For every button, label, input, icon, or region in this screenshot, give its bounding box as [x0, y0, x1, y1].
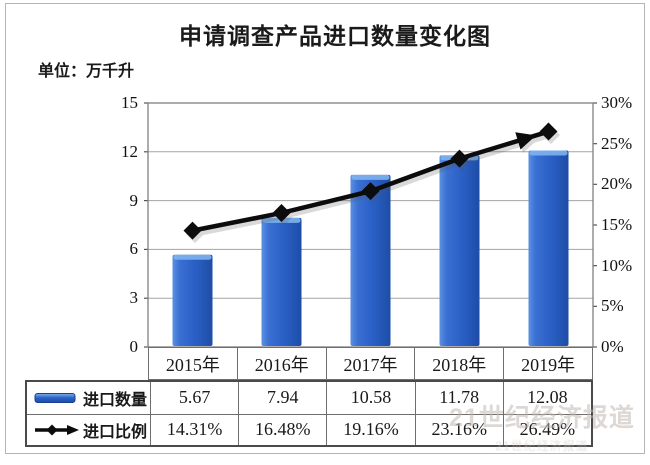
legend-label-ratio: 进口比例	[83, 423, 148, 441]
table-value: 23.16%	[414, 413, 503, 445]
legend-import-quantity: 进口数量	[27, 382, 150, 414]
table-value: 16.48%	[238, 413, 327, 445]
table-value: 11.78	[414, 382, 503, 414]
y-axis-tick-left: 3	[129, 288, 139, 308]
table-value: 10.58	[326, 382, 414, 414]
data-table: 进口数量 进口比例 5.67 7.94 10.58 11.78 12.08 14.31% 1…	[25, 380, 593, 447]
x-axis-label: 2016年	[236, 348, 326, 379]
table-value: 12.08	[502, 382, 591, 414]
bar-2019年	[528, 150, 569, 346]
x-axis-label: 2015年	[165, 354, 220, 375]
line-series	[183, 122, 560, 244]
y-axis-tick-left: 0	[129, 337, 139, 356]
y-axis-tick-right: 30%	[601, 93, 633, 112]
bar-2018年	[439, 155, 480, 346]
table-value: 14.31%	[150, 413, 239, 445]
y-axis-tick-right: 20%	[601, 174, 633, 194]
bar-2015年	[172, 254, 213, 346]
table-value: 26.49%	[502, 413, 591, 445]
table-value: 7.94	[238, 382, 326, 414]
table-value: 5.67	[150, 382, 238, 414]
y-axis-tick-right: 5%	[601, 296, 624, 316]
y-axis-tick-right: 10%	[601, 255, 633, 275]
category-header-row: 2015年 2016年 2017年 2018年 2019年	[148, 347, 593, 380]
legend-import-ratio: 进口比例	[27, 413, 150, 446]
x-axis-label: 2019年	[503, 348, 592, 379]
y-axis-tick-right: 0%	[601, 337, 624, 356]
x-axis-label: 2017年	[325, 348, 415, 379]
unit-label: 单位：万千升	[38, 63, 135, 80]
bar-2016年	[261, 217, 302, 346]
bar-2017年	[350, 174, 391, 346]
y-axis-tick-left: 12	[121, 141, 138, 161]
y-axis-tick-left: 9	[129, 190, 139, 210]
bar-series-icon	[34, 392, 76, 403]
y-axis-tick-left: 15	[121, 93, 138, 112]
legend-label-quantity: 进口数量	[83, 391, 148, 409]
line-series-icon	[35, 424, 79, 436]
bar-series	[172, 150, 569, 346]
x-axis-label: 2018年	[414, 348, 503, 379]
y-axis-tick-right: 25%	[601, 133, 633, 153]
y-axis-tick-right: 15%	[601, 215, 633, 234]
trend-line	[183, 122, 558, 240]
table-value: 19.16%	[326, 413, 415, 445]
y-axis-tick-left: 6	[129, 239, 139, 259]
chart-title: 申请调查产品进口数量变化图	[179, 23, 491, 49]
